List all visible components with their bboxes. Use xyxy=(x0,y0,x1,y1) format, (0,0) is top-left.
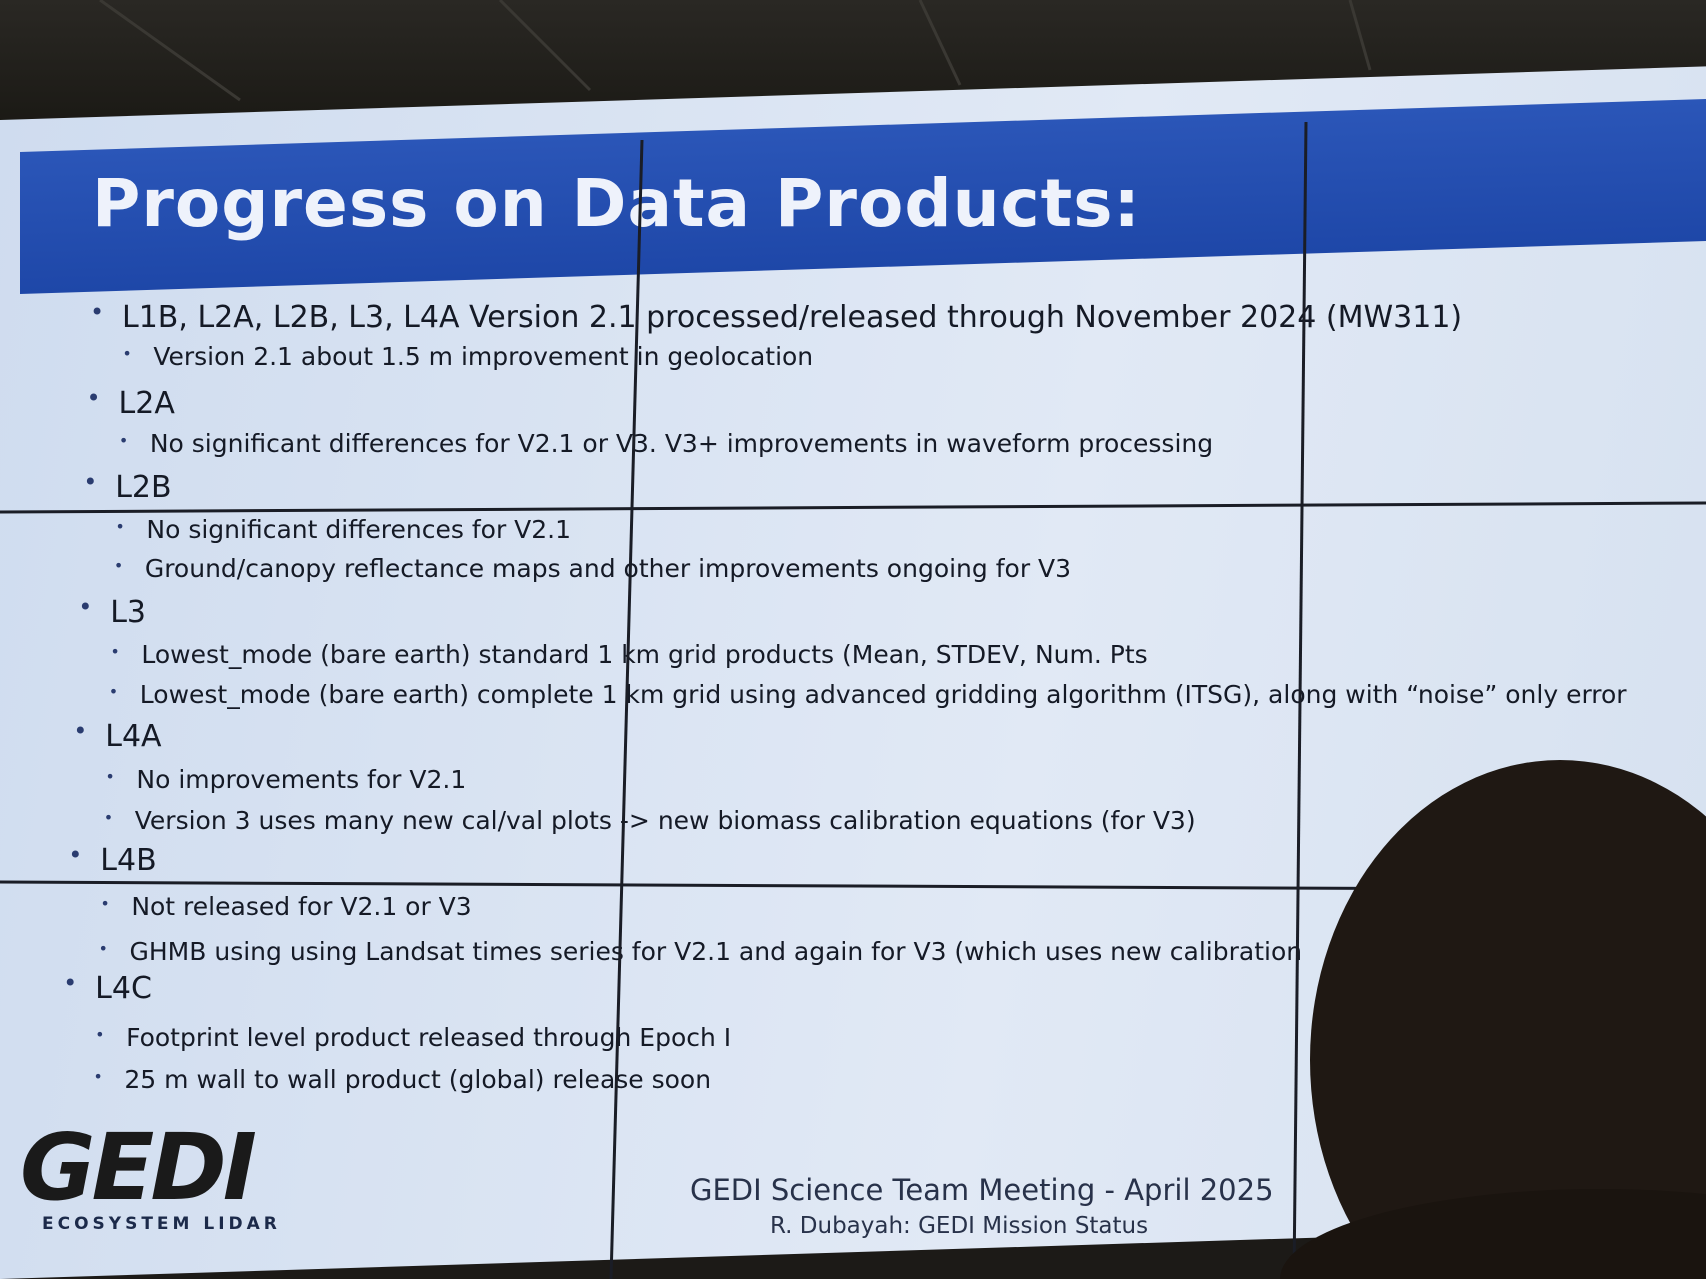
sub-bullet-dot: • xyxy=(98,939,108,958)
logo-name: GEDI xyxy=(20,1114,257,1221)
sub-bullet-text: Footprint level product released through… xyxy=(126,1023,732,1052)
ceiling-line xyxy=(99,0,241,102)
sub-bullet-text: Version 2.1 about 1.5 m improvement in g… xyxy=(153,342,814,371)
seam xyxy=(1292,121,1308,1279)
audience-head xyxy=(1310,760,1706,1279)
bullet-dot: • xyxy=(86,384,101,412)
sub-bullet-text: GHMB using using Landsat times series fo… xyxy=(129,937,1303,966)
ceiling-line xyxy=(1348,0,1372,71)
sub-bullet-text: Lowest_mode (bare earth) complete 1 km g… xyxy=(139,680,1627,709)
bullet-label: L1B, L2A, L2B, L3, L4A Version 2.1 proce… xyxy=(122,300,1463,335)
bullet-dot: • xyxy=(68,841,83,869)
sub-bullet-text: Ground/canopy reflectance maps and other… xyxy=(144,554,1072,583)
bullet-label: L4C xyxy=(95,971,152,1006)
sub-bullet-text: Version 3 uses many new cal/val plots ->… xyxy=(134,806,1196,835)
ceiling-line xyxy=(918,0,962,86)
footer-speaker: R. Dubayah: GEDI Mission Status xyxy=(770,1213,1149,1239)
sub-bullet-dot: • xyxy=(115,517,125,536)
sub-bullet-text: Lowest_mode (bare earth) standard 1 km g… xyxy=(141,640,1148,669)
bullet-label: L2A xyxy=(118,386,175,421)
logo: GEDI ECOSYSTEM LIDAR xyxy=(20,1114,281,1235)
bullet-dot: • xyxy=(90,298,105,326)
sub-bullet-dot: • xyxy=(108,682,119,701)
seam xyxy=(609,139,644,1279)
audience-head xyxy=(1280,1189,1706,1279)
sub-bullet-text: 25 m wall to wall product (global) relea… xyxy=(124,1065,712,1094)
sub-bullet-text: Not released for V2.1 or V3 xyxy=(131,892,472,921)
bullet-label: L2B xyxy=(115,470,172,505)
sub-bullet-dot: • xyxy=(100,894,110,913)
sub-bullet-text: No significant differences for V2.1 xyxy=(146,515,572,544)
bullet-dot: • xyxy=(83,468,98,496)
bullet-label: L4A xyxy=(105,719,162,754)
sub-bullet-text: No improvements for V2.1 xyxy=(136,765,467,794)
bullet-dot: • xyxy=(63,969,78,997)
sub-bullet-dot: • xyxy=(118,431,129,450)
logo-tagline: ECOSYSTEM LIDAR xyxy=(42,1214,281,1234)
sub-bullet-dot: • xyxy=(110,642,120,661)
slide-title: Progress on Data Products: xyxy=(92,165,1141,242)
bullet-dot: • xyxy=(78,593,93,621)
bullet-label: L4B xyxy=(100,843,157,878)
sub-bullet-dot: • xyxy=(105,767,115,786)
sub-bullet-dot: • xyxy=(122,344,132,363)
sub-bullet-dot: • xyxy=(113,556,124,575)
sub-bullet-text: No significant differences for V2.1 or V… xyxy=(149,429,1214,458)
sub-bullet-dot: • xyxy=(95,1025,105,1044)
ceiling-line xyxy=(498,0,592,92)
footer-meeting: GEDI Science Team Meeting - April 2025 xyxy=(690,1173,1274,1207)
bullet-label: L3 xyxy=(110,595,146,630)
bullet-dot: • xyxy=(73,717,88,745)
seam xyxy=(0,501,1706,514)
sub-bullet-dot: • xyxy=(93,1067,103,1086)
sub-bullet-dot: • xyxy=(103,808,114,827)
